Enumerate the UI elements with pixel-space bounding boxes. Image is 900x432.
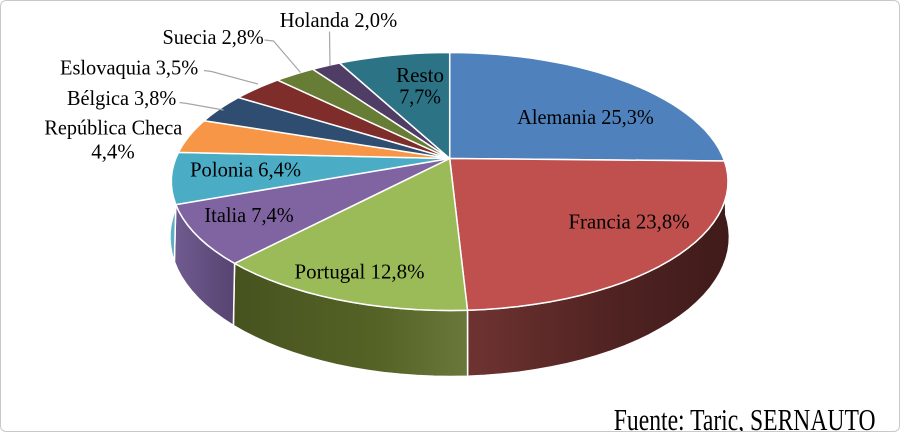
svg-text:Alemania 25,3%: Alemania 25,3% — [517, 105, 654, 129]
svg-text:Fuente: Taric, SERNAUTO: Fuente: Taric, SERNAUTO — [614, 402, 876, 431]
svg-text:7,7%: 7,7% — [399, 85, 441, 109]
svg-text:Suecia 2,8%: Suecia 2,8% — [163, 25, 264, 49]
svg-text:Francia 23,8%: Francia 23,8% — [569, 210, 690, 234]
svg-text:Holanda 2,0%: Holanda 2,0% — [280, 8, 398, 32]
svg-text:Resto: Resto — [396, 63, 444, 87]
svg-text:Bélgica 3,8%: Bélgica 3,8% — [67, 86, 176, 110]
svg-text:Portugal 12,8%: Portugal 12,8% — [295, 260, 425, 284]
svg-text:Eslovaquia 3,5%: Eslovaquia 3,5% — [60, 55, 198, 79]
svg-text:Polonia 6,4%: Polonia 6,4% — [190, 158, 301, 182]
svg-text:4,4%: 4,4% — [91, 139, 134, 163]
svg-text:Italia 7,4%: Italia 7,4% — [204, 203, 293, 227]
svg-text:República Checa: República Checa — [44, 115, 182, 139]
